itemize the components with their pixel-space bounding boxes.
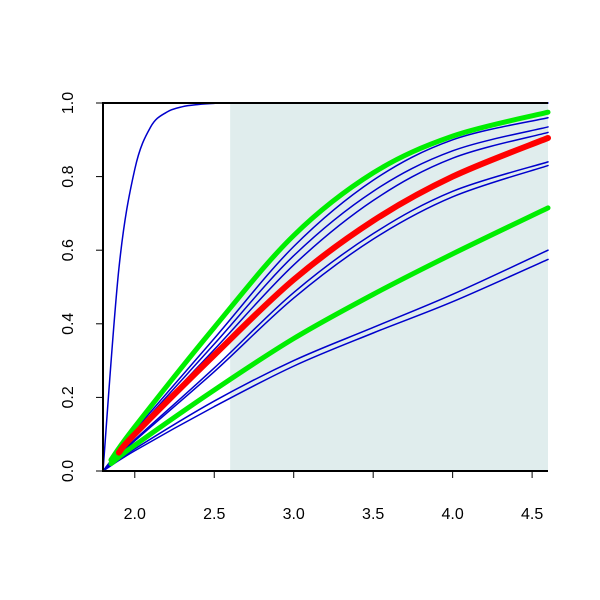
x-tick-label: 2.5 <box>203 506 225 523</box>
x-tick-label: 4.0 <box>442 506 464 523</box>
y-tick-label: 0.0 <box>60 460 77 482</box>
series-line-11 <box>115 134 551 456</box>
x-axis: 2.0 2.5 3.0 3.5 4.0 4.5 <box>124 471 543 523</box>
y-tick-label: 0.6 <box>60 239 77 261</box>
plot-frame <box>102 102 548 472</box>
x-tick-label: 2.0 <box>124 506 146 523</box>
series-line-5 <box>102 161 549 472</box>
series-line-7 <box>102 249 549 472</box>
series-line-2 <box>102 116 549 472</box>
series-line-8 <box>102 258 549 472</box>
series-layer <box>102 102 551 472</box>
x-tick-label: 4.5 <box>521 506 543 523</box>
x-tick-label: 3.5 <box>362 506 384 523</box>
series-line-9 <box>108 109 551 463</box>
x-tick-label: 3.0 <box>283 506 305 523</box>
y-tick-label: 0.2 <box>60 386 77 408</box>
series-line-10 <box>108 205 551 467</box>
y-axis: 0.0 0.2 0.4 0.6 0.8 1.0 <box>60 92 103 482</box>
y-tick-label: 0.4 <box>60 313 77 335</box>
series-line-6 <box>102 164 549 472</box>
y-tick-label: 1.0 <box>60 92 77 114</box>
y-tick-label: 0.8 <box>60 165 77 187</box>
